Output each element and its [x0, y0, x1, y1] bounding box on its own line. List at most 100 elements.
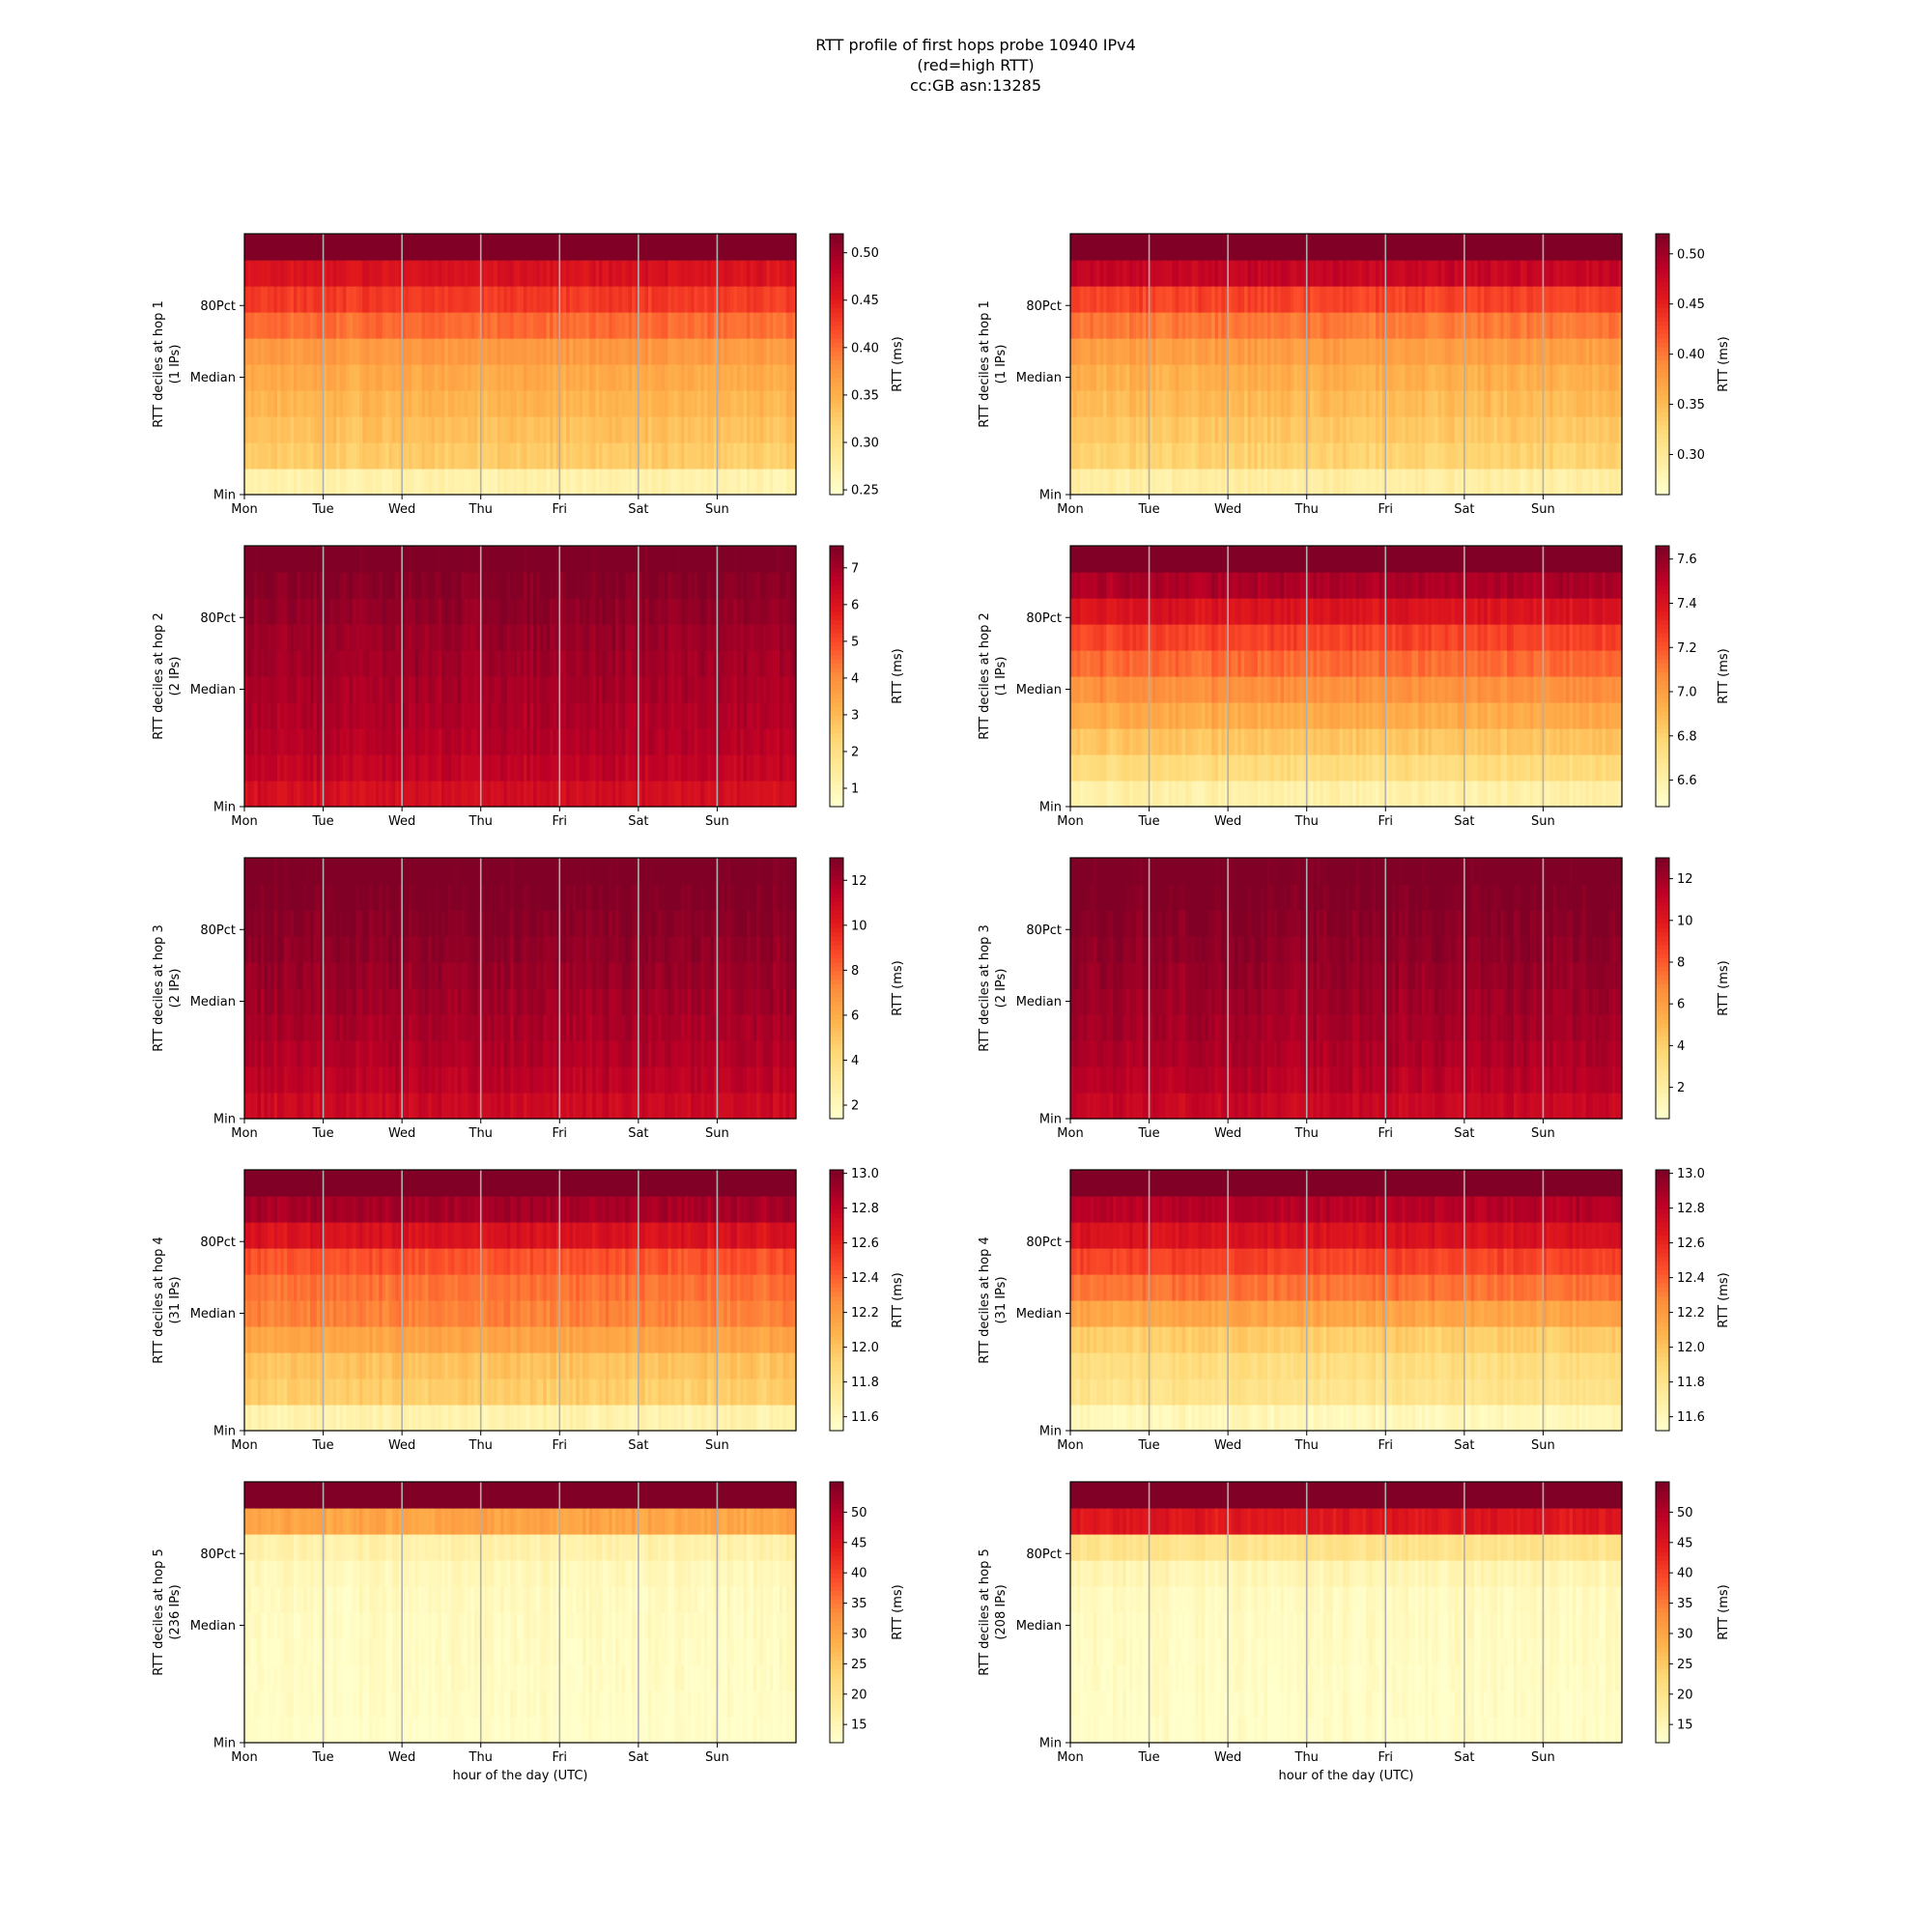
heat-cell [326, 390, 330, 417]
heat-cell [1355, 364, 1360, 391]
heat-cell [1470, 234, 1475, 261]
heat-cell [641, 338, 646, 365]
heat-cell [1228, 390, 1233, 417]
heat-cell [1083, 286, 1088, 313]
heat-cell [1493, 260, 1498, 287]
heat-cell [402, 260, 407, 287]
heat-cell [625, 364, 630, 391]
heat-cell [1441, 469, 1446, 496]
heat-cell [1454, 364, 1459, 391]
heat-cell [447, 312, 452, 339]
heat-cell [1447, 286, 1452, 313]
heat-cell [454, 676, 459, 703]
heat-cell [1231, 469, 1236, 496]
heat-cell [529, 364, 534, 391]
heat-cell [572, 416, 577, 443]
colorbar-segment [1656, 290, 1669, 296]
heat-cell [1113, 390, 1118, 417]
heat-cell [1467, 364, 1472, 391]
heat-cell [546, 364, 551, 391]
heat-cell [1467, 286, 1472, 313]
heat-cell [1451, 260, 1456, 287]
heat-cell [1158, 442, 1163, 469]
heat-cell [785, 260, 790, 287]
heat-cell [1418, 260, 1423, 287]
heat-cell [559, 338, 564, 365]
heat-cell [628, 286, 633, 313]
heat-cell [582, 234, 587, 261]
heat-cell [517, 286, 522, 313]
colorbar-segment [1656, 412, 1669, 417]
heat-cell [1135, 442, 1140, 469]
colorbar-segment [1656, 264, 1669, 270]
heat-cell [1326, 442, 1331, 469]
heat-cell [1257, 286, 1262, 313]
heat-cell [694, 469, 698, 496]
heat-cell [1093, 469, 1097, 496]
heat-cell [1139, 364, 1144, 391]
heat-cell [648, 234, 653, 261]
heat-cell [1165, 416, 1170, 443]
heat-cell [257, 286, 262, 313]
heat-cell [1458, 338, 1463, 365]
heat-cell [576, 442, 581, 469]
heat-cell [1139, 469, 1144, 496]
heat-cell [1142, 234, 1147, 261]
heat-cell [388, 624, 393, 651]
heat-cell [1355, 442, 1360, 469]
heat-cell [510, 390, 515, 417]
heat-cell [1320, 469, 1324, 496]
heat-cell [473, 469, 478, 496]
heat-cell [280, 416, 285, 443]
colorbar-segment [830, 312, 843, 318]
heat-cell [414, 312, 419, 339]
heat-cell [595, 442, 600, 469]
heat-cell [1073, 312, 1078, 339]
heat-cell [1444, 364, 1449, 391]
heat-cell [332, 702, 337, 729]
heat-cell [1513, 416, 1518, 443]
heat-cell [599, 469, 604, 496]
heat-cell [1188, 338, 1193, 365]
heat-cell [572, 469, 577, 496]
heat-cell [1208, 469, 1212, 496]
heat-cell [1362, 312, 1367, 339]
heat-cell [414, 234, 419, 261]
heat-cell [1496, 338, 1501, 365]
heat-cell [1306, 469, 1311, 496]
heat-cell [470, 676, 475, 703]
heat-cell [428, 676, 433, 703]
heat-cell [625, 416, 630, 443]
colorbar-segment [1656, 333, 1669, 339]
heat-cell [1146, 364, 1151, 391]
heat-cell [517, 338, 522, 365]
heat-cell [309, 469, 314, 496]
heat-cell [543, 364, 548, 391]
heat-cell [1228, 234, 1233, 261]
heat-cell [362, 416, 367, 443]
heat-cell [280, 312, 285, 339]
heat-cell [1290, 234, 1294, 261]
heat-cell [665, 416, 669, 443]
heat-cell [1205, 234, 1209, 261]
heat-cell [454, 781, 459, 808]
heat-cell [1559, 442, 1564, 469]
heat-cell [553, 338, 557, 365]
heat-cell [1480, 286, 1485, 313]
heat-cell [1175, 260, 1179, 287]
heat-cell [1142, 390, 1147, 417]
heat-cell [316, 442, 321, 469]
heat-cell [576, 312, 581, 339]
heat-cell [1320, 260, 1324, 287]
heat-cell [484, 338, 489, 365]
heat-cell [792, 390, 797, 417]
heat-cell [494, 442, 498, 469]
heat-cell [550, 416, 554, 443]
heat-cell [1372, 234, 1377, 261]
heat-cell [267, 260, 271, 287]
heat-cell [1329, 234, 1334, 261]
heat-cell [546, 312, 551, 339]
heat-cell [1546, 286, 1550, 313]
heat-cell [1093, 390, 1097, 417]
